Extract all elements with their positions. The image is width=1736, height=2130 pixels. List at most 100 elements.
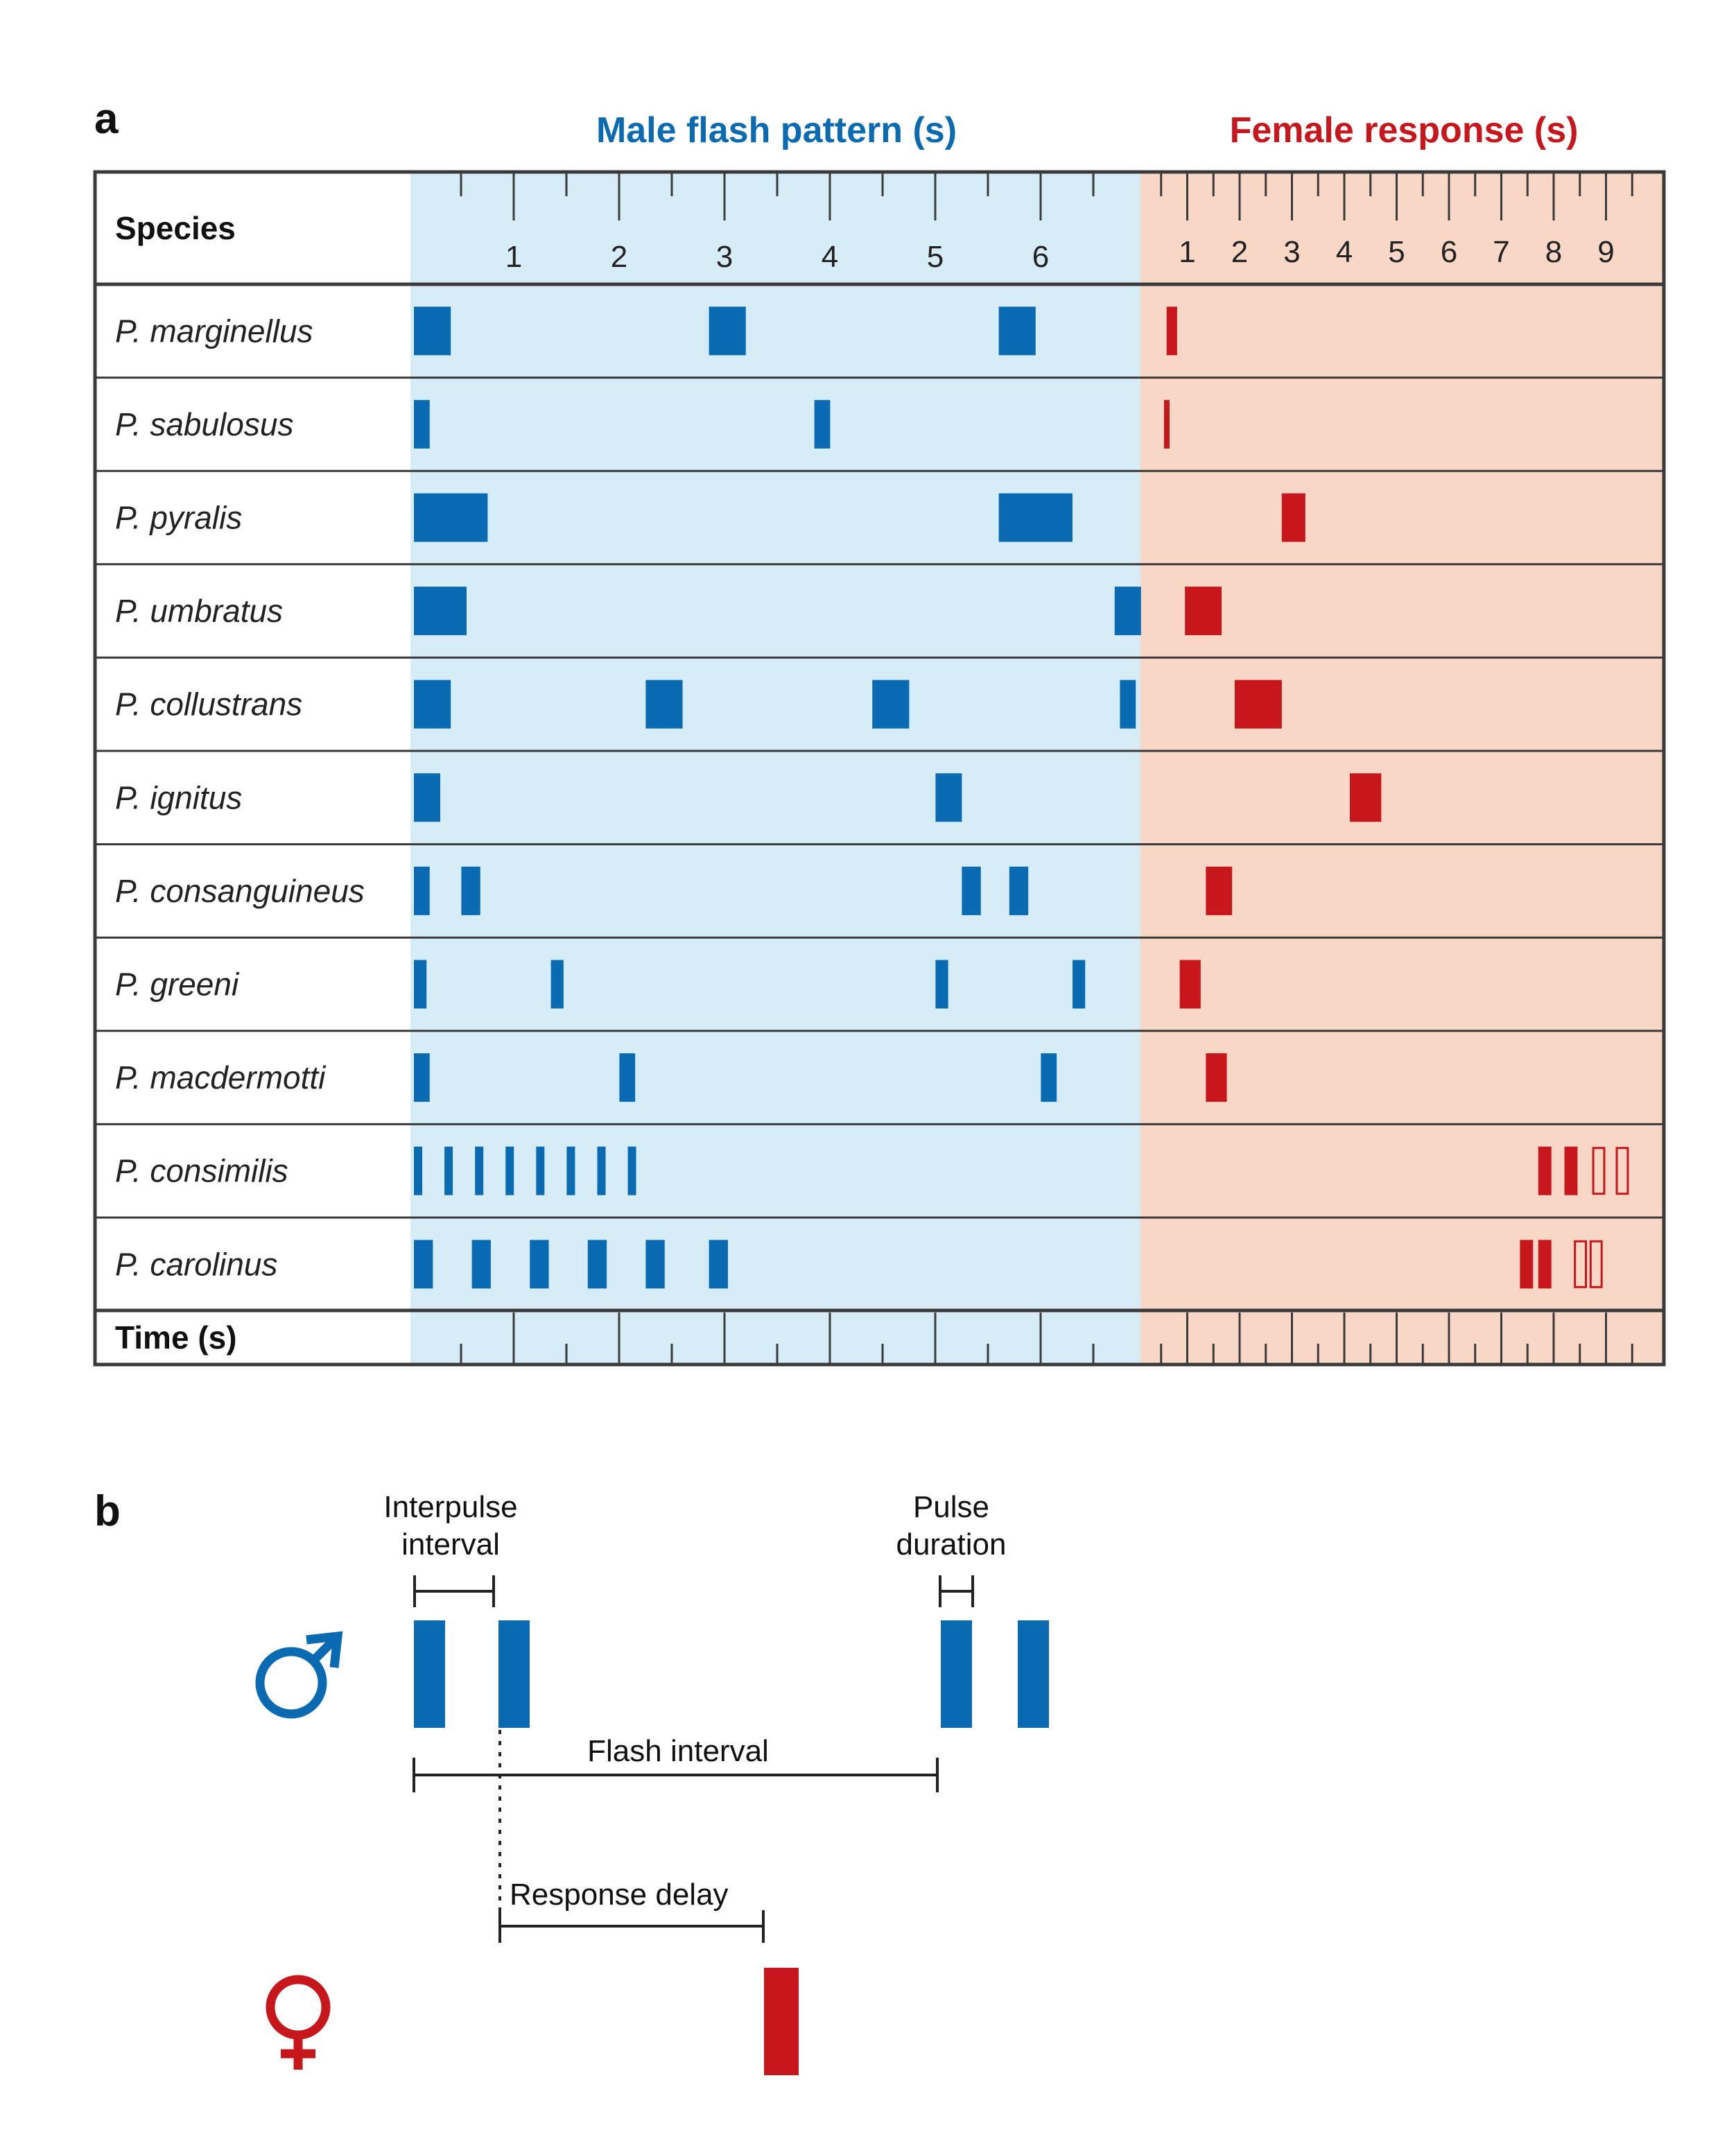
male-flash-pulse [475, 1146, 484, 1195]
male-tick-label: 5 [927, 240, 944, 274]
top-axis-ticks [460, 172, 1633, 220]
female-response-pulse [1234, 679, 1282, 729]
female-response-pulse [1163, 399, 1170, 449]
male-tick-label: 3 [716, 240, 733, 274]
species-label: P. marginellus [115, 313, 313, 349]
species-label: P. ignitus [115, 779, 242, 815]
female-response-pulse [1206, 1053, 1227, 1102]
male-zone-background [410, 172, 1140, 1365]
male-tick-label: 4 [822, 240, 838, 274]
panel-b-label: b [94, 1487, 121, 1535]
male-flash-pulse [414, 679, 451, 729]
male-flash-pulse [414, 1053, 430, 1102]
female-optional-pulse [1589, 1240, 1603, 1288]
female-response-pulse [1538, 1146, 1552, 1195]
male-flash-pulse [935, 773, 962, 822]
male-flash-pulse [597, 1146, 606, 1195]
male-flash-pulse [587, 1240, 607, 1289]
panel-b: b Interpulse interval Pulse duration ♂ [94, 1487, 1049, 2075]
species-label: P. consanguineus [115, 873, 365, 909]
species-label: P. umbratus [115, 593, 283, 629]
female-tick-label: 7 [1493, 235, 1509, 269]
male-flash-pulse [414, 587, 467, 636]
pulse-duration-label-line1: Pulse [913, 1490, 989, 1524]
panel-a: a Male flash pattern (s) Female response… [93, 95, 1666, 1367]
male-flash-pulse [1041, 1053, 1057, 1102]
female-response-pulse [1564, 1146, 1578, 1195]
male-tick-label: 2 [611, 240, 627, 274]
female-zone-background [1140, 172, 1664, 1365]
male-flash-pulse [444, 1146, 453, 1195]
female-optional-pulse [1574, 1240, 1588, 1288]
male-flash-pulse [414, 1146, 422, 1195]
female-tick-label: 1 [1179, 235, 1195, 269]
male-flash-pulse [414, 493, 488, 542]
female-tick-label: 8 [1545, 235, 1562, 269]
example-male-pulse [941, 1620, 972, 1728]
example-male-pulse [498, 1620, 530, 1728]
male-flash-pulse [1073, 960, 1086, 1009]
male-flash-pulse [414, 773, 440, 822]
female-tick-label: 9 [1597, 235, 1614, 269]
male-flash-pulse [709, 1240, 728, 1289]
male-tick-label: 1 [505, 240, 522, 274]
interpulse-label-line2: interval [401, 1527, 500, 1561]
male-flash-pulse [619, 1053, 636, 1102]
male-header: Male flash pattern (s) [596, 110, 957, 150]
male-flash-pulse [536, 1146, 545, 1195]
male-symbol-icon [255, 1631, 343, 1719]
species-header: Species [115, 210, 236, 246]
male-flash-pulse [998, 306, 1036, 356]
table-frame [93, 170, 1666, 1367]
time-axis-label: Time (s) [115, 1319, 237, 1356]
female-response-pulse [1206, 866, 1233, 915]
female-response-pulse [1185, 587, 1222, 636]
species-label: P. carolinus [115, 1246, 277, 1282]
female-optional-pulse [1615, 1147, 1629, 1195]
male-flash-pulse [709, 306, 746, 356]
example-female-pulse [764, 1968, 799, 2075]
male-flash-pulse [645, 679, 683, 729]
male-flash-pulse [627, 1146, 636, 1195]
pulse-duration-bracket [939, 1575, 974, 1607]
male-flash-pulse [814, 399, 831, 449]
bottom-axis-ticks [460, 1313, 1633, 1365]
male-flash-pulse [414, 866, 430, 915]
female-tick-label: 5 [1388, 235, 1405, 269]
male-flash-pulse [1009, 866, 1029, 915]
female-tick-label: 3 [1283, 235, 1300, 269]
female-tick-label: 2 [1231, 235, 1248, 269]
male-flash-pulse [414, 1240, 433, 1289]
interpulse-bracket [413, 1575, 495, 1607]
female-response-pulse [1281, 493, 1305, 542]
male-flash-pulse [1120, 679, 1136, 729]
male-flash-pulse [550, 960, 564, 1009]
male-flash-pulse [414, 960, 427, 1009]
flash-pulses [414, 306, 1629, 1289]
species-label: P. macdermotti [115, 1059, 327, 1096]
male-flash-pulse [461, 866, 480, 915]
female-header: Female response (s) [1230, 110, 1579, 150]
example-male-pulse [1018, 1620, 1049, 1728]
panel-a-label: a [94, 95, 119, 143]
species-label: P. greeni [115, 967, 240, 1003]
female-response-pulse [1166, 306, 1177, 356]
female-tick-label: 6 [1441, 235, 1457, 269]
row-separators [95, 282, 1664, 1313]
male-flash-pulse [471, 1240, 491, 1289]
female-optional-pulse [1592, 1147, 1606, 1195]
species-label: P. pyralis [115, 500, 242, 536]
top-axis-tick-labels: 1 2 3 4 5 6 1 2 3 4 5 6 7 8 9 [505, 235, 1615, 274]
species-label: P. collustrans [115, 686, 302, 722]
species-labels: P. marginellus P. sabulosus P. pyralis P. u… [115, 313, 365, 1282]
male-flash-pulse [872, 679, 910, 729]
male-flash-pulse [962, 866, 981, 915]
response-delay-bracket [498, 1910, 765, 1943]
female-symbol-icon [266, 1975, 331, 2070]
species-label: P. sabulosus [115, 406, 293, 442]
interpulse-label-line1: Interpulse [383, 1490, 517, 1524]
female-response-pulse [1350, 773, 1382, 822]
male-flash-pulse [645, 1240, 665, 1289]
female-response-pulse [1520, 1240, 1534, 1289]
